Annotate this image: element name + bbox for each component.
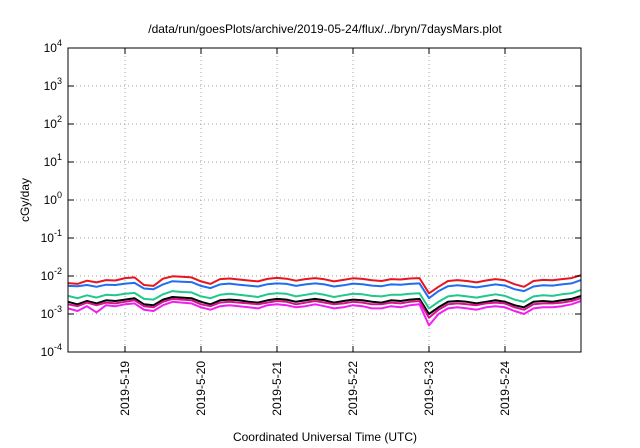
x-tick-label: 2019-5-24	[498, 361, 512, 416]
x-tick-label: 2019-5-21	[270, 361, 284, 416]
x-tick-label: 2019-5-20	[194, 361, 208, 416]
series-line-5	[67, 297, 582, 319]
x-axis-label: Coordinated Universal Time (UTC)	[233, 430, 417, 444]
x-tick-label: 2019-5-19	[118, 361, 132, 416]
x-tick-label: 2019-5-23	[422, 361, 436, 416]
y-axis-label: cGy/day	[18, 178, 32, 222]
y-tick-label: 104	[44, 38, 62, 55]
y-tick-label: 102	[44, 114, 62, 131]
x-tick-label: 2019-5-22	[346, 361, 360, 416]
y-tick-label: 10-2	[41, 266, 62, 283]
grid	[68, 48, 581, 352]
chart-title: /data/run/goesPlots/archive/2019-05-24/f…	[148, 22, 502, 36]
y-tick-label: 10-4	[41, 342, 62, 359]
series-group	[67, 274, 582, 327]
series-line-3	[67, 288, 582, 310]
ticks	[68, 47, 581, 353]
y-tick-labels: 10-4 10-3 10-2 10-1 100 101 102 103 104	[41, 38, 62, 359]
series-line-6	[67, 300, 582, 327]
series-line-1	[67, 274, 582, 295]
y-tick-label: 10-3	[41, 304, 62, 321]
y-tick-label: 10-1	[41, 228, 62, 245]
y-tick-label: 101	[44, 152, 62, 169]
series-line-4	[67, 294, 582, 315]
series-line-2	[67, 279, 582, 300]
x-tick-labels: 2019-5-19 2019-5-20 2019-5-21 2019-5-22 2019…	[118, 361, 512, 416]
y-tick-label: 103	[44, 76, 62, 93]
y-tick-label: 100	[44, 190, 62, 207]
